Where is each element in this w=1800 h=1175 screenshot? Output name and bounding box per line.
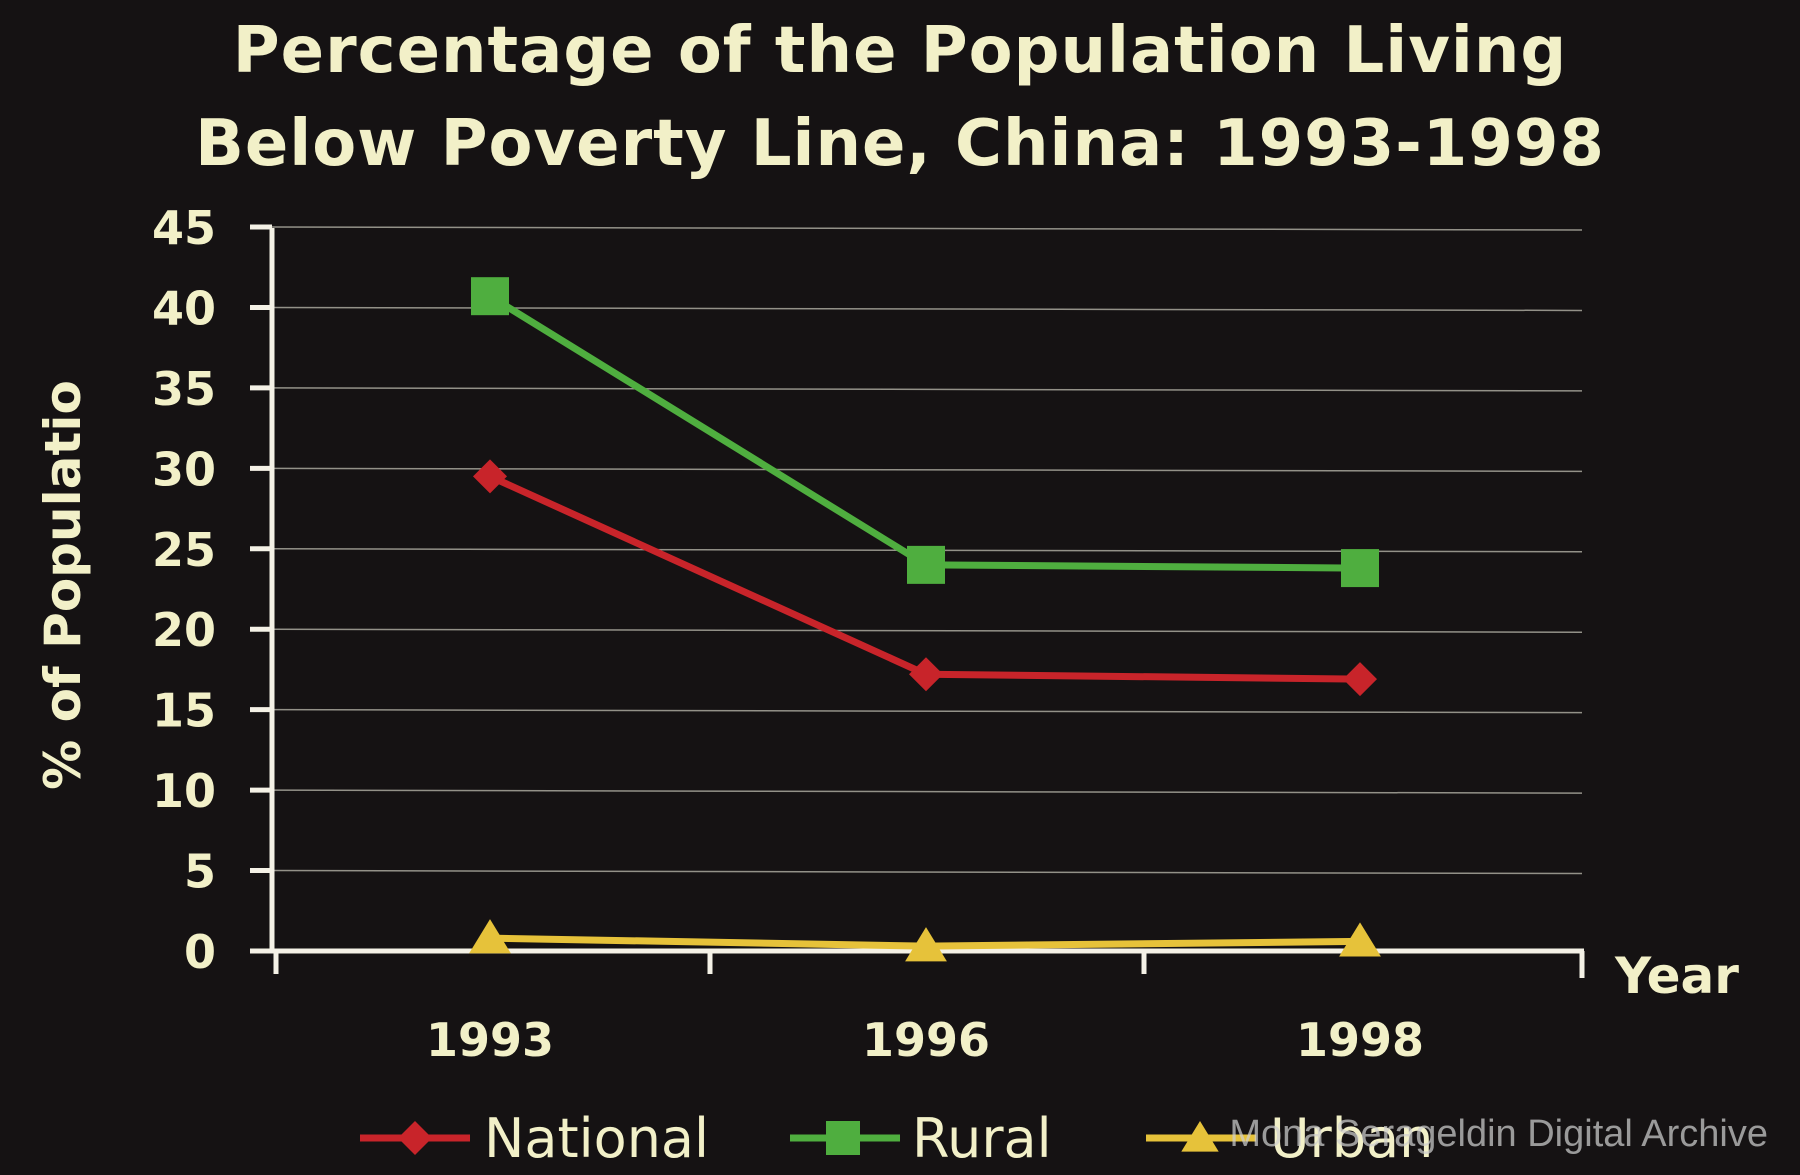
legend-item-rural: Rural [790,1107,1052,1170]
legend-item-national: National [360,1107,709,1170]
data-point-national-1998 [1343,662,1377,697]
data-point-rural-1993 [471,277,509,316]
y-axis-label: % of Populatio [34,380,92,790]
grid-line-10 [271,789,1583,794]
y-tick-label-45: 45 [152,201,216,255]
series-urban [469,919,1381,962]
legend-label-national: National [484,1107,709,1170]
series-rural [471,277,1379,588]
x-tick-label-1993: 1993 [426,1013,554,1067]
grid-line-45 [271,226,1583,231]
legend: National Rural Urban [360,1107,1433,1170]
data-point-urban-1996 [905,927,947,962]
y-tick-label-30: 30 [152,442,216,496]
y-tick-label-15: 15 [152,684,216,738]
chart-title-line-2: Below Poverty Line, China: 1993-1998 [195,107,1605,181]
data-point-national-1996 [909,657,943,692]
legend-marker-national [398,1121,432,1155]
y-tick-label-0: 0 [184,925,216,979]
watermark: Mona Serageldin Digital Archive [1229,1113,1768,1155]
x-axis-label: Year [1614,947,1739,1005]
y-tick-label-20: 20 [152,603,216,657]
grid-line-15 [271,708,1583,714]
legend-marker-urban [1181,1121,1219,1152]
legend-item-urban: Urban [1146,1107,1433,1170]
grid-line-5 [271,869,1583,875]
series-layer [469,277,1381,962]
y-tick-label-35: 35 [152,362,216,416]
legend-marker-rural [826,1121,860,1155]
y-tick-label-5: 5 [184,845,216,899]
data-point-urban-1993 [469,919,511,954]
data-point-urban-1998 [1339,922,1381,957]
series-national [473,459,1377,697]
y-axis-ticks: 0 5 10 15 20 25 30 35 40 45 [152,201,272,979]
data-point-rural-1996 [907,545,945,584]
y-tick-label-10: 10 [152,764,216,818]
y-tick-label-40: 40 [152,281,216,335]
y-tick-label-25: 25 [152,523,216,577]
data-point-national-1993 [473,459,507,494]
data-point-rural-1998 [1341,549,1379,588]
x-tick-label-1996: 1996 [862,1013,990,1067]
grid-line-35 [271,387,1583,392]
grid-line-20 [271,628,1583,633]
chart-title-line-1: Percentage of the Population Living [233,14,1567,88]
x-axis-ticks: 1993 1996 1998 [273,951,1424,1067]
legend-label-urban: Urban [1270,1107,1433,1170]
x-tick-label-1998: 1998 [1296,1013,1424,1067]
legend-label-rural: Rural [912,1107,1052,1170]
chart-title: Percentage of the Population Living Belo… [195,14,1605,181]
